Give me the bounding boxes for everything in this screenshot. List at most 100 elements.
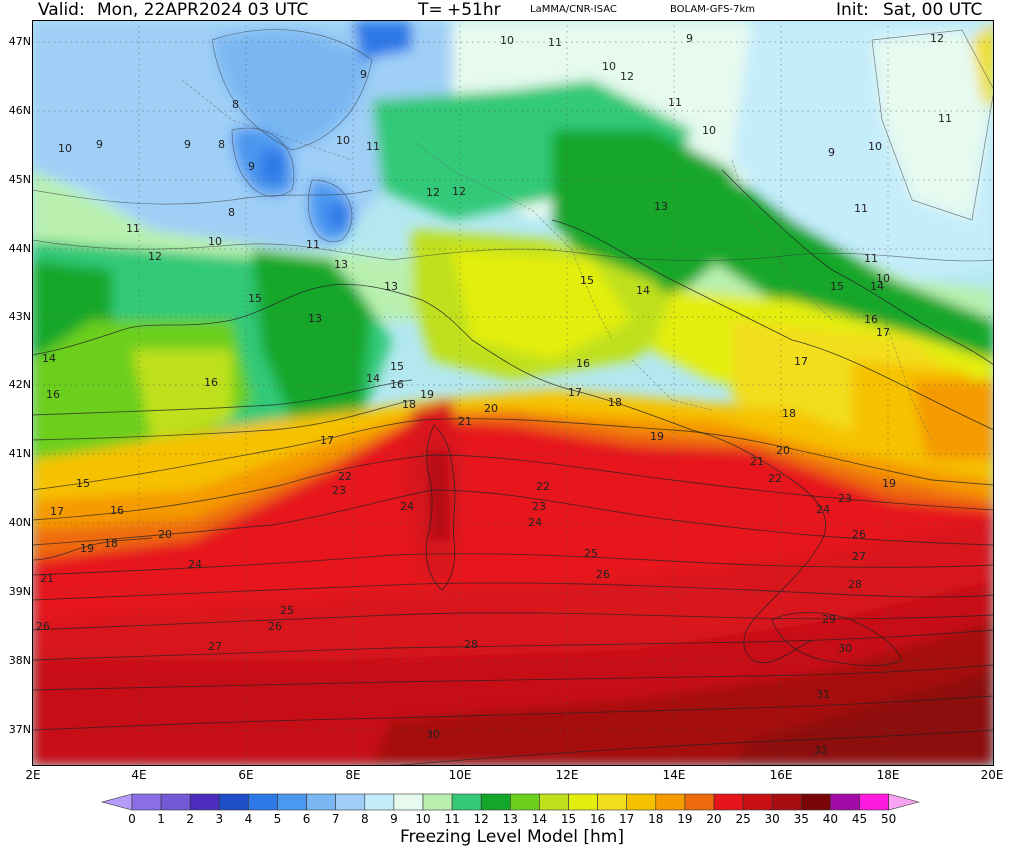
lon-label: 16E bbox=[769, 768, 793, 782]
contour-value-label: 23 bbox=[332, 484, 346, 497]
contour-value-label: 10 bbox=[876, 272, 890, 285]
contour-value-label: 18 bbox=[402, 398, 416, 411]
contour-value-label: 9 bbox=[96, 138, 103, 151]
contour-value-label: 26 bbox=[596, 568, 610, 581]
contour-value-label: 17 bbox=[50, 505, 64, 518]
contour-value-label: 9 bbox=[248, 160, 255, 173]
colorbar-swatch bbox=[364, 793, 395, 811]
contour-value-label: 16 bbox=[576, 357, 590, 370]
colorbar-swatch bbox=[219, 793, 249, 811]
colorbar-swatch bbox=[335, 793, 366, 811]
contour-value-label: 10 bbox=[208, 235, 222, 248]
colorbar-swatch bbox=[422, 793, 453, 811]
contour-value-label: 19 bbox=[420, 388, 434, 401]
colorbar-swatch bbox=[568, 793, 598, 811]
colorbar-swatch bbox=[277, 793, 307, 811]
colorbar-tick-label: 45 bbox=[851, 812, 868, 826]
contour-value-label: 32 bbox=[814, 744, 828, 757]
colorbar-swatch bbox=[597, 793, 627, 811]
contour-value-label: 30 bbox=[426, 728, 440, 741]
contour-value-label: 15 bbox=[248, 292, 262, 305]
contour-value-label: 22 bbox=[536, 480, 550, 493]
contour-value-label: 18 bbox=[104, 537, 118, 550]
lat-label: 47N bbox=[8, 35, 31, 48]
contour-value-label: 25 bbox=[584, 547, 598, 560]
contour-value-label: 11 bbox=[126, 222, 140, 235]
valid-label: Valid: bbox=[38, 0, 85, 20]
colorbar-tick-label: 2 bbox=[186, 812, 194, 826]
colorbar-overflow-arrow bbox=[888, 793, 920, 811]
contour-value-label: 16 bbox=[204, 376, 218, 389]
colorbar-swatch bbox=[306, 793, 337, 811]
lat-label: 46N bbox=[8, 104, 31, 117]
contour-value-label: 24 bbox=[816, 503, 830, 516]
colorbar-tick-label: 30 bbox=[764, 812, 780, 826]
contour-value-label: 11 bbox=[938, 112, 952, 125]
contour-value-label: 13 bbox=[654, 200, 668, 213]
colorbar-tick-label: 25 bbox=[735, 812, 751, 826]
lat-label: 39N bbox=[8, 585, 31, 598]
contour-value-label: 16 bbox=[390, 378, 404, 391]
colorbar-tick-label: 16 bbox=[589, 812, 606, 826]
contour-value-label: 11 bbox=[366, 140, 380, 153]
contour-value-label: 10 bbox=[702, 124, 716, 137]
contour-value-label: 20 bbox=[158, 528, 172, 541]
colorbar-tick-label: 8 bbox=[360, 812, 369, 826]
contour-value-label: 8 bbox=[232, 98, 239, 111]
colorbar-tick-label: 0 bbox=[128, 812, 136, 826]
lat-label: 43N bbox=[8, 310, 31, 323]
colorbar-tick-label: 13 bbox=[502, 812, 518, 826]
colorbar-tick-label: 12 bbox=[473, 812, 489, 826]
lat-label: 40N bbox=[8, 516, 31, 529]
colorbar-tick-label: 1 bbox=[157, 812, 165, 826]
contour-value-label: 20 bbox=[484, 402, 498, 415]
colorbar-swatch bbox=[830, 793, 860, 811]
freezing-level-map: 9 8 8 10 9 9 10 11 9 8 12 10 11 9 10 12 11 10 9 10 11 12 11 11 1… bbox=[32, 20, 994, 766]
contour-value-label: 28 bbox=[464, 638, 478, 651]
contour-value-label: 10 bbox=[602, 60, 616, 73]
colorbar-tick-label: 11 bbox=[444, 812, 460, 826]
colorbar-swatch bbox=[655, 793, 686, 811]
contour-value-label: 9 bbox=[184, 138, 191, 151]
contour-value-label: 19 bbox=[650, 430, 664, 443]
colorbar-tick-label: 6 bbox=[302, 812, 311, 826]
lon-label: 12E bbox=[555, 768, 579, 782]
contour-value-label: 26 bbox=[268, 620, 282, 633]
contour-value-label: 10 bbox=[58, 142, 72, 155]
colorbar-swatch bbox=[626, 793, 657, 811]
contour-value-label: 15 bbox=[76, 477, 90, 490]
colorbar-tick-label: 40 bbox=[822, 812, 839, 826]
contour-value-label: 27 bbox=[852, 550, 866, 563]
model-label: BOLAM-GFS-7km bbox=[670, 4, 755, 15]
contour-value-label: 13 bbox=[384, 280, 398, 293]
contour-value-label: 11 bbox=[668, 96, 682, 109]
lon-label: 20E bbox=[980, 768, 1004, 782]
contour-value-label: 12 bbox=[148, 250, 162, 263]
colorbar-swatch bbox=[189, 793, 220, 811]
colorbar-tick-label: 4 bbox=[244, 812, 253, 826]
contour-value-label: 19 bbox=[882, 477, 896, 490]
contour-value-label: 11 bbox=[548, 36, 562, 49]
contour-value-label: 26 bbox=[852, 528, 866, 541]
contour-value-label: 11 bbox=[854, 202, 868, 215]
contour-value-label: 20 bbox=[776, 444, 790, 457]
colorbar-swatch bbox=[451, 793, 482, 811]
contour-value-label: 29 bbox=[822, 613, 836, 626]
contour-value-label: 16 bbox=[46, 388, 60, 401]
lon-label: 10E bbox=[448, 768, 472, 782]
lon-label: 8E bbox=[345, 768, 361, 782]
contour-value-label: 11 bbox=[306, 238, 320, 251]
valid-datetime: Mon, 22APR2024 03 UTC bbox=[97, 0, 309, 20]
contour-value-label: 14 bbox=[636, 284, 650, 297]
contour-value-label: 17 bbox=[876, 326, 890, 339]
source-label: LaMMA/CNR-ISAC bbox=[530, 4, 617, 15]
lat-label: 41N bbox=[8, 447, 31, 460]
contour-value-label: 17 bbox=[320, 434, 334, 447]
forecast-hour-label: T= bbox=[418, 0, 443, 20]
contour-value-label: 21 bbox=[40, 572, 54, 585]
colorbar-swatch bbox=[393, 793, 424, 811]
contour-value-label: 22 bbox=[338, 470, 352, 483]
colorbar-tick-label: 35 bbox=[793, 812, 809, 826]
colorbar-swatch bbox=[131, 793, 162, 811]
colorbar-swatch bbox=[859, 793, 889, 811]
